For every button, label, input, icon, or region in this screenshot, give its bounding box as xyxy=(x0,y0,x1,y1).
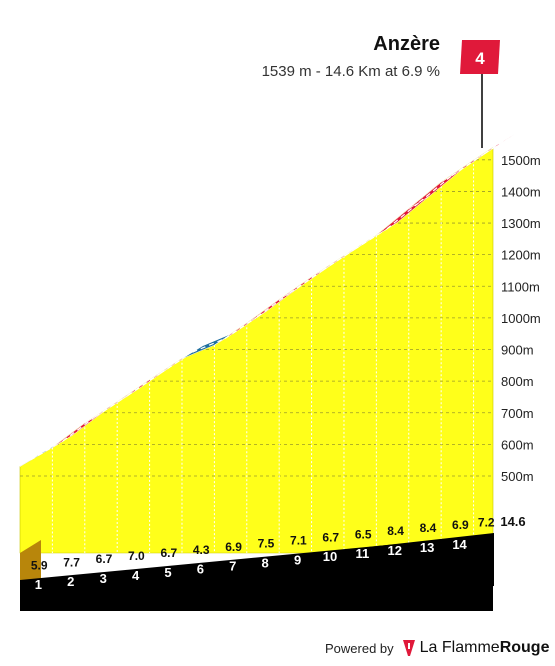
elevation-tick-label: 600m xyxy=(501,437,534,452)
footer: Powered by La FlammeRouge xyxy=(325,636,555,660)
km-label: 5 xyxy=(164,565,171,580)
km-label: 6 xyxy=(197,562,204,577)
gradient-value-label: 6.9 xyxy=(225,540,242,554)
category-badge-number: 4 xyxy=(475,49,485,68)
gradient-band-centerline xyxy=(321,248,355,272)
km-label: 12 xyxy=(388,543,402,558)
elevation-tick-label: 800m xyxy=(501,374,534,389)
gradient-value-label: 6.7 xyxy=(322,530,339,544)
gradient-band-centerline xyxy=(418,175,453,203)
gradient-band-centerline xyxy=(386,201,420,230)
elevation-tick-label: 1100m xyxy=(501,279,540,294)
km-label: 11 xyxy=(355,546,369,561)
gradient-band-centerline xyxy=(62,416,96,442)
km-label: 14 xyxy=(452,537,467,552)
gradient-value-label: 8.4 xyxy=(420,521,437,535)
elevation-tick-label: 500m xyxy=(501,469,534,484)
gradient-value-label: 5.9 xyxy=(31,558,48,572)
gradient-value-label: 4.3 xyxy=(193,543,210,557)
brand-name-regular: La Flamme xyxy=(419,639,500,656)
profile-area xyxy=(19,146,494,554)
elevation-axis: 500m 600m 700m 800m 900m 1000m 1100m 1200m 1300m… xyxy=(501,153,541,484)
elevation-tick-label: 900m xyxy=(501,343,534,358)
gradient-value-label: 7.5 xyxy=(258,537,275,551)
km-label: 7 xyxy=(229,559,236,574)
gradient-band-centerline xyxy=(94,395,129,418)
elevation-tick-label: 1000m xyxy=(501,311,541,326)
gradient-band-centerline xyxy=(289,270,323,294)
gradient-band-centerline xyxy=(192,338,226,353)
profile-surface xyxy=(19,146,494,554)
km-label: 2 xyxy=(67,574,74,589)
category-badge-flag xyxy=(460,40,500,74)
brand-name-bold: Rouge xyxy=(499,639,550,656)
km-label: 8 xyxy=(262,555,269,570)
gradient-value-label: 7.0 xyxy=(128,549,145,563)
climb-title: Anzère xyxy=(373,33,440,55)
km-label: 1 xyxy=(35,577,42,592)
elevation-tick-label: 1400m xyxy=(501,184,541,199)
gradient-value-label: 6.7 xyxy=(96,552,113,566)
gradient-band xyxy=(19,134,515,467)
gradient-band-centerline xyxy=(451,153,485,177)
climb-subtitle: 1539 m - 14.6 Km at 6.9 % xyxy=(262,63,440,80)
gradient-labels: 5.9 7.7 6.7 7.0 6.7 4.3 6.9 7.5 7.1 6.7 6.5 8.4 8.4 6… xyxy=(31,516,495,573)
gradient-value-label: 7.7 xyxy=(63,555,80,569)
gradient-value-label: 6.5 xyxy=(355,527,372,541)
gradient-value-label: 8.4 xyxy=(387,524,404,538)
gradient-value-label: 6.7 xyxy=(160,546,177,560)
gradient-value-label: 7.2 xyxy=(478,516,495,530)
km-label: 9 xyxy=(294,552,301,567)
km-label: 10 xyxy=(323,549,337,564)
profile-base xyxy=(20,533,494,611)
gradient-band-centerline xyxy=(256,292,291,318)
elevation-tick-label: 700m xyxy=(501,406,534,421)
km-label: 13 xyxy=(420,540,434,555)
elevation-tick-label: 1300m xyxy=(501,216,541,231)
profile-base-strip xyxy=(20,535,493,611)
km-label: 3 xyxy=(100,571,107,586)
la-flamme-rouge-logo-icon xyxy=(402,640,415,656)
gradient-band-centerline xyxy=(159,351,193,374)
brand-name: La FlammeRouge xyxy=(420,639,550,657)
powered-by-label: Powered by xyxy=(325,640,394,656)
km-label: 4 xyxy=(132,568,140,583)
gradient-value-label: 7.1 xyxy=(290,534,307,548)
gradient-band-centerline xyxy=(224,316,258,340)
gradient-band-centerline xyxy=(483,140,504,155)
gradient-value-label: 6.9 xyxy=(452,518,469,532)
elevation-tick-label: 1500m xyxy=(501,153,541,168)
elevation-tick-label: 1200m xyxy=(501,248,541,263)
category-badge: 4 xyxy=(460,40,500,74)
km-label: 14.6 xyxy=(500,514,525,529)
gradient-band-centerline xyxy=(127,372,161,397)
